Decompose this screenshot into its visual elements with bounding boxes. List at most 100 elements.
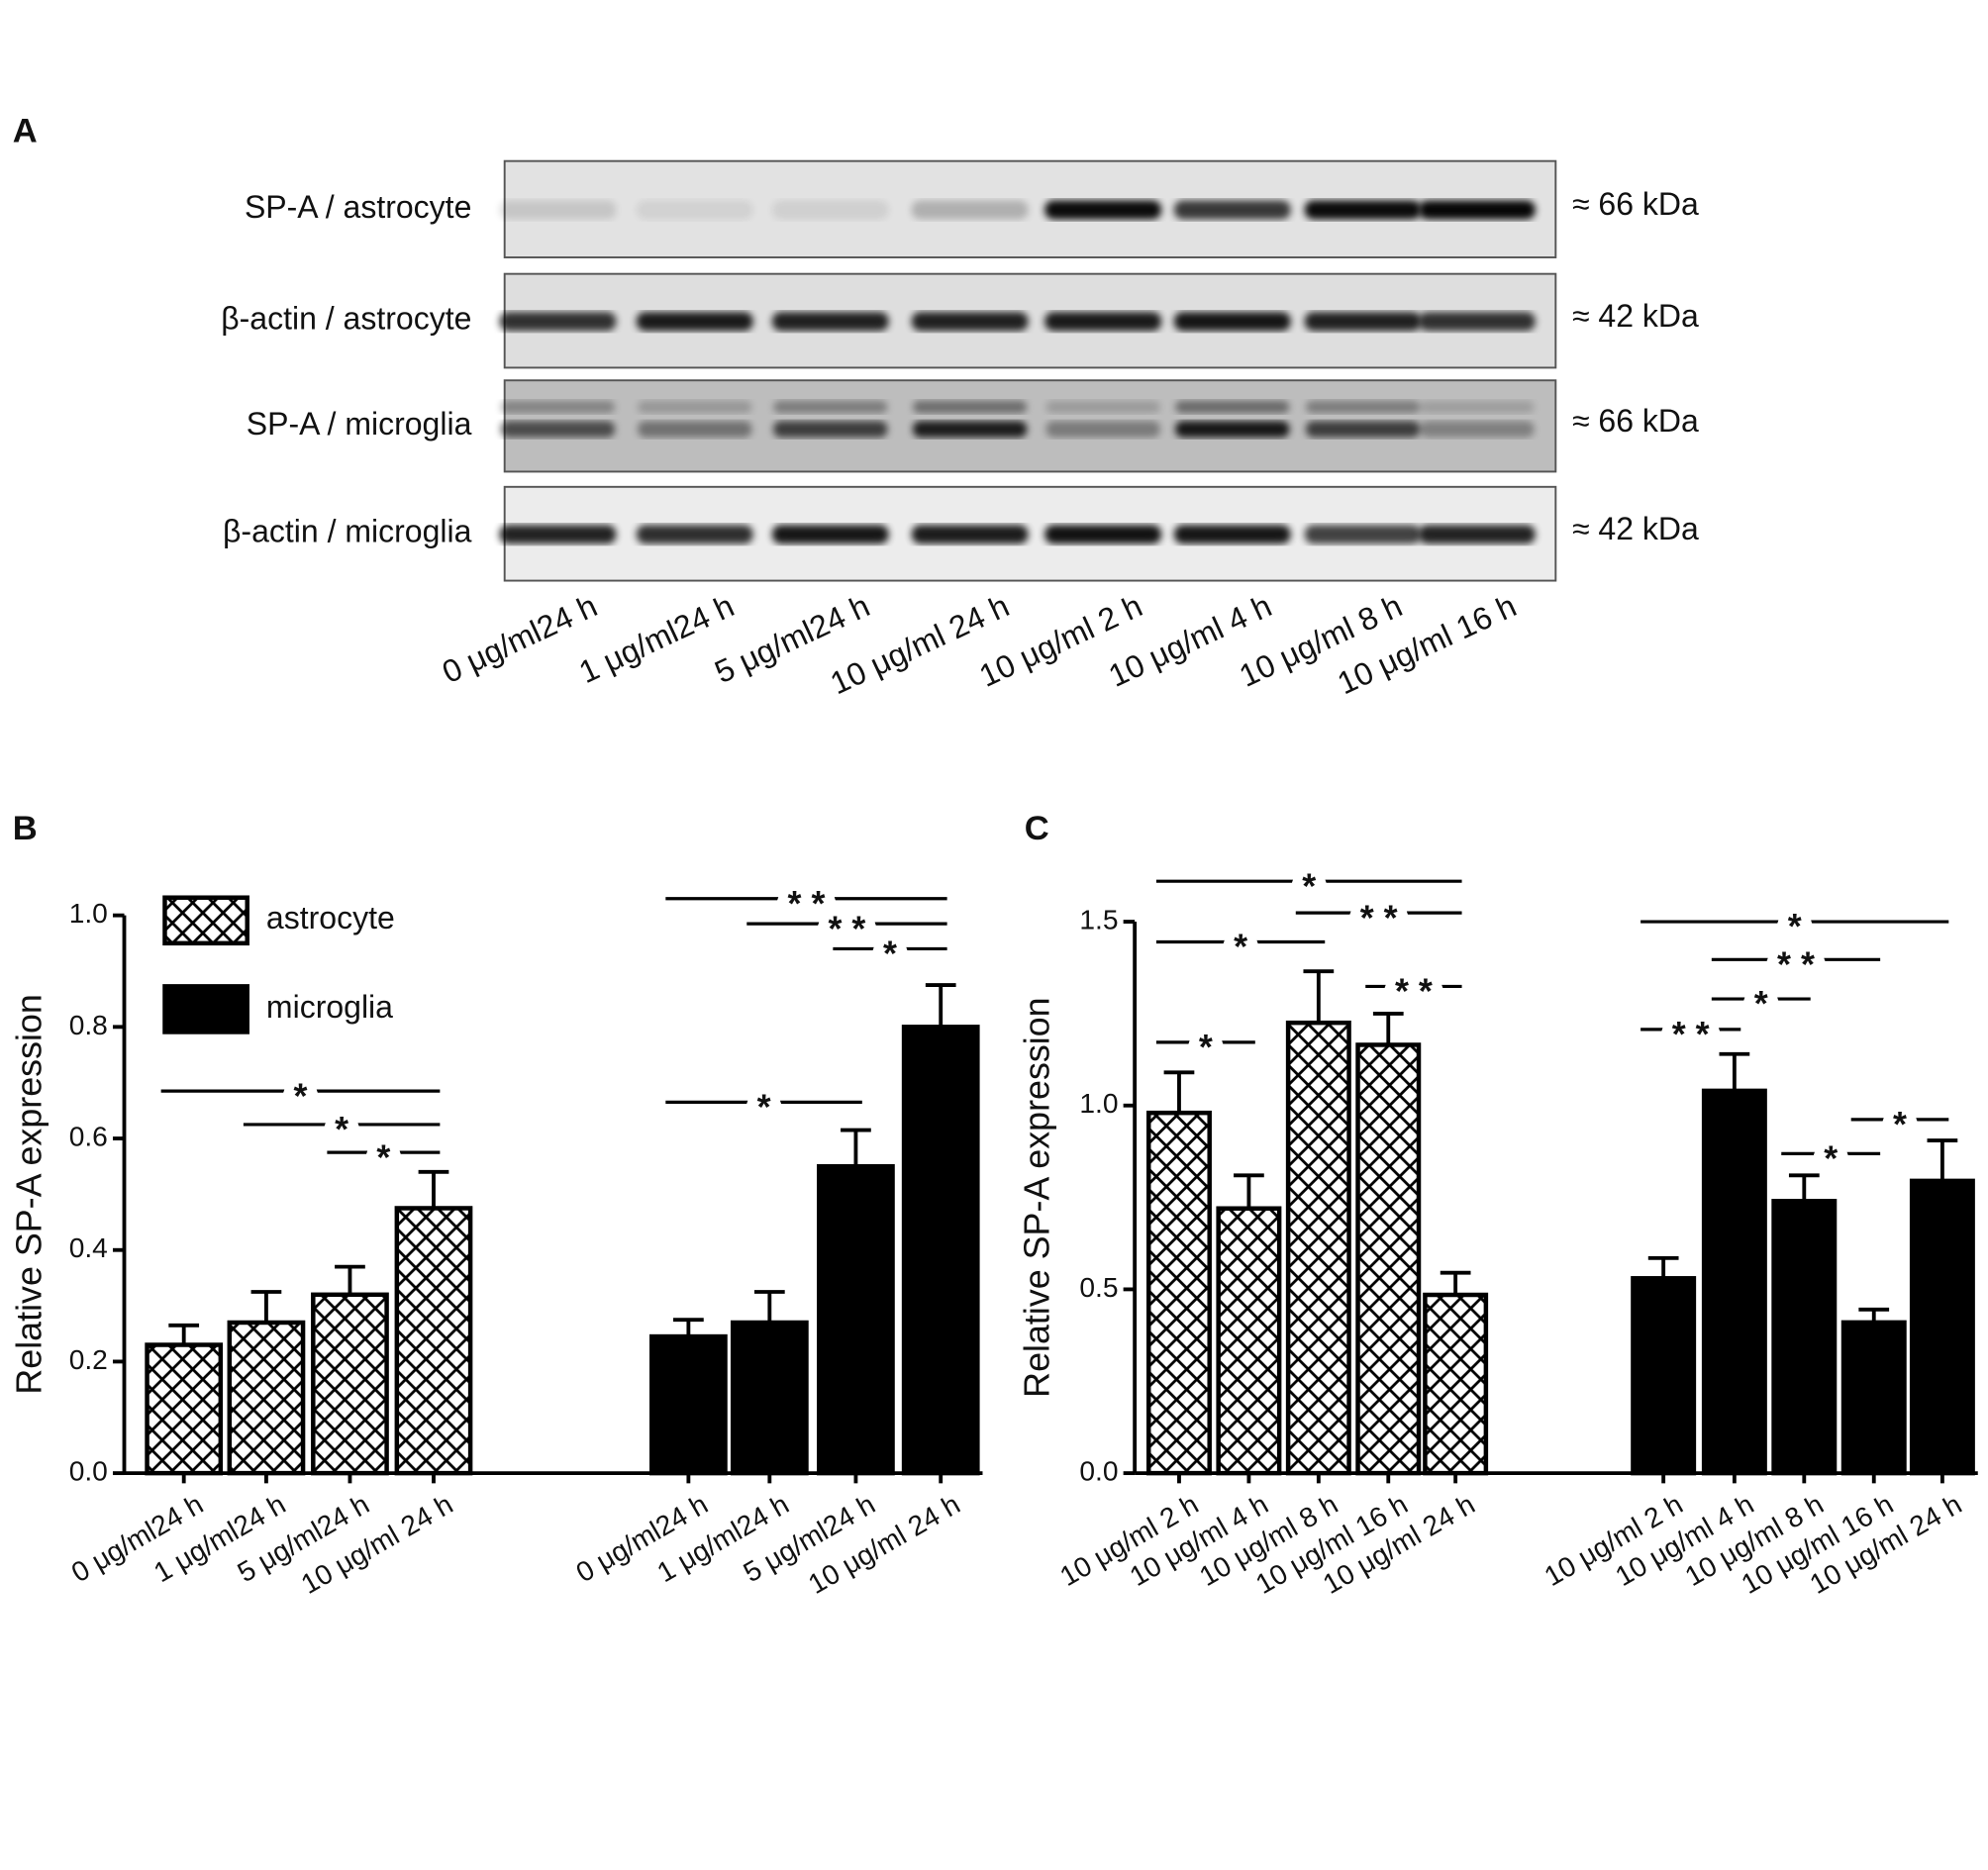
blot-band	[1045, 421, 1160, 438]
significance-label: *	[1199, 1028, 1213, 1067]
bar	[394, 1206, 473, 1476]
blot-band	[1420, 400, 1535, 414]
blot-band	[500, 421, 616, 438]
blot-band	[913, 421, 1028, 438]
panel-label: C	[1025, 810, 1049, 847]
significance-label: *	[883, 935, 897, 974]
blot-band	[500, 400, 616, 414]
bar	[227, 1320, 306, 1476]
bar	[817, 1163, 895, 1476]
blot-band	[1044, 312, 1162, 332]
significance-label: *	[1893, 1105, 1907, 1144]
bar	[1701, 1088, 1767, 1476]
bar	[1355, 1042, 1422, 1476]
blot-band	[911, 525, 1029, 544]
blot-band	[1044, 525, 1162, 544]
blot-band	[636, 200, 753, 220]
significance-label: *	[1234, 928, 1247, 967]
blot-band	[1419, 200, 1536, 220]
blot-row-label: SP-A / microglia	[247, 406, 472, 442]
bar	[1631, 1276, 1697, 1476]
blot-band	[773, 421, 888, 438]
blot-band	[771, 525, 889, 544]
legend-label: astrocyte	[266, 900, 395, 935]
blot-band	[911, 200, 1029, 220]
blot-band	[499, 312, 617, 332]
significance-label: *	[1302, 866, 1316, 906]
blot-band	[638, 421, 752, 438]
lane-label: 1 μg/ml24 h	[573, 588, 739, 691]
y-axis-label: Relative SP-A expression	[9, 994, 49, 1394]
panel-label: B	[13, 810, 38, 847]
y-tick-label: 0.0	[69, 1455, 108, 1487]
bar	[1909, 1178, 1975, 1476]
bar	[1285, 1020, 1351, 1476]
y-axis-label: Relative SP-A expression	[1018, 997, 1057, 1397]
blot-band	[773, 400, 888, 414]
blot-band	[638, 400, 752, 414]
y-tick-label: 0.2	[69, 1343, 108, 1375]
blot-row-label: β-actin / astrocyte	[221, 300, 471, 336]
blot-band	[911, 312, 1029, 332]
significance-label: *	[1824, 1139, 1838, 1179]
legend-swatch	[162, 984, 249, 1034]
blot-band	[1304, 312, 1422, 332]
significance-label: *	[376, 1137, 390, 1177]
bar	[1145, 1110, 1212, 1476]
blot-band	[1306, 421, 1421, 438]
y-tick-label: 0.5	[1079, 1271, 1118, 1303]
blot-size-label: ≈ 66 kDa	[1572, 403, 1699, 439]
bar	[1840, 1320, 1907, 1476]
blot-band	[1045, 400, 1160, 414]
y-tick-label: 1.0	[69, 897, 108, 929]
blot-band	[1304, 200, 1422, 220]
bar	[730, 1320, 809, 1476]
significance-label: * *	[788, 884, 826, 924]
lane-label: 0 μg/ml24 h	[437, 588, 602, 691]
bar	[1423, 1292, 1489, 1476]
bar	[1216, 1206, 1282, 1476]
bar	[145, 1342, 224, 1476]
y-tick-label: 0.6	[69, 1120, 108, 1151]
legend-swatch	[162, 895, 249, 946]
significance-label: * *	[1360, 898, 1398, 937]
significance-label: * *	[829, 909, 866, 948]
blot-band	[1304, 525, 1422, 544]
blot-band	[771, 312, 889, 332]
blot-band	[1173, 525, 1291, 544]
blot-band	[1419, 312, 1536, 332]
significance-label: *	[757, 1088, 771, 1128]
blot-band	[913, 400, 1028, 414]
blot-row-label: β-actin / microglia	[223, 514, 472, 549]
blot-size-label: ≈ 42 kDa	[1572, 298, 1699, 334]
significance-label: *	[294, 1076, 308, 1116]
bar	[901, 1025, 980, 1476]
blot-band	[1044, 200, 1162, 220]
blot-band	[1420, 421, 1535, 438]
significance-label: *	[335, 1110, 348, 1149]
y-tick-label: 1.5	[1079, 903, 1118, 935]
y-tick-label: 0.0	[1079, 1455, 1118, 1487]
bar	[1771, 1199, 1838, 1476]
blot-band	[499, 525, 617, 544]
blot-band	[1419, 525, 1536, 544]
y-tick-label: 0.8	[69, 1009, 108, 1040]
blot-band	[499, 200, 617, 220]
blot-band	[771, 200, 889, 220]
blot-band	[636, 525, 753, 544]
blot-size-label: ≈ 42 kDa	[1572, 511, 1699, 546]
y-tick-label: 1.0	[1079, 1087, 1118, 1119]
panel-label: A	[13, 113, 38, 150]
significance-label: * *	[1672, 1015, 1710, 1054]
significance-label: * *	[1777, 944, 1815, 984]
blot-size-label: ≈ 66 kDa	[1572, 186, 1699, 222]
blot-band	[1173, 312, 1291, 332]
bar	[648, 1333, 728, 1476]
significance-label: *	[1788, 907, 1802, 946]
blot-band	[1175, 421, 1290, 438]
y-tick-label: 0.4	[69, 1231, 108, 1263]
bar	[311, 1292, 389, 1476]
blot-band	[1306, 400, 1421, 414]
significance-label: * *	[1395, 972, 1433, 1012]
